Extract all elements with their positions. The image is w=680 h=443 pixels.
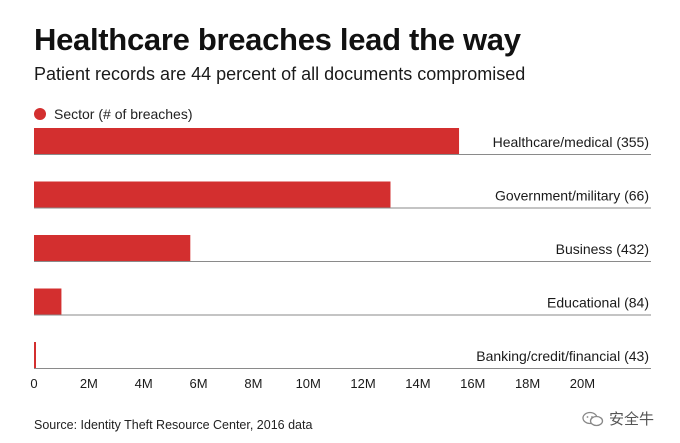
bar-1 [34, 181, 391, 208]
category-label-0: Healthcare/medical (355) [493, 134, 649, 150]
bar-0 [34, 128, 460, 154]
x-tick-label-4: 8M [244, 376, 262, 391]
watermark: 安全牛 [582, 408, 654, 429]
legend-label: Sector (# of breaches) [54, 106, 193, 122]
wechat-icon [582, 411, 604, 426]
watermark-text: 安全牛 [609, 411, 655, 428]
legend-swatch [34, 108, 46, 120]
category-label-4: Banking/credit/financial (43) [476, 348, 649, 364]
x-tick-label-2: 4M [135, 376, 153, 391]
x-tick-label-6: 12M [350, 376, 375, 391]
x-tick-label-10: 20M [570, 376, 595, 391]
x-tick-label-5: 10M [296, 376, 321, 391]
bar-2 [34, 235, 191, 261]
legend: Sector (# of breaches) [34, 106, 193, 122]
bar-3 [34, 288, 62, 315]
bar-4 [34, 342, 36, 368]
x-tick-label-0: 0 [30, 376, 37, 391]
chart-title: Healthcare breaches lead the way [34, 22, 521, 57]
x-tick-label-1: 2M [80, 376, 98, 391]
category-label-2: Business (432) [556, 241, 649, 257]
x-tick-label-3: 6M [190, 376, 208, 391]
source-note: Source: Identity Theft Resource Center, … [34, 418, 313, 432]
x-tick-label-9: 18M [515, 376, 540, 391]
chart-subtitle: Patient records are 44 percent of all do… [34, 64, 526, 84]
category-label-3: Educational (84) [547, 295, 649, 311]
x-tick-label-7: 14M [405, 376, 430, 391]
category-label-1: Government/military (66) [495, 188, 649, 204]
x-tick-label-8: 16M [460, 376, 485, 391]
